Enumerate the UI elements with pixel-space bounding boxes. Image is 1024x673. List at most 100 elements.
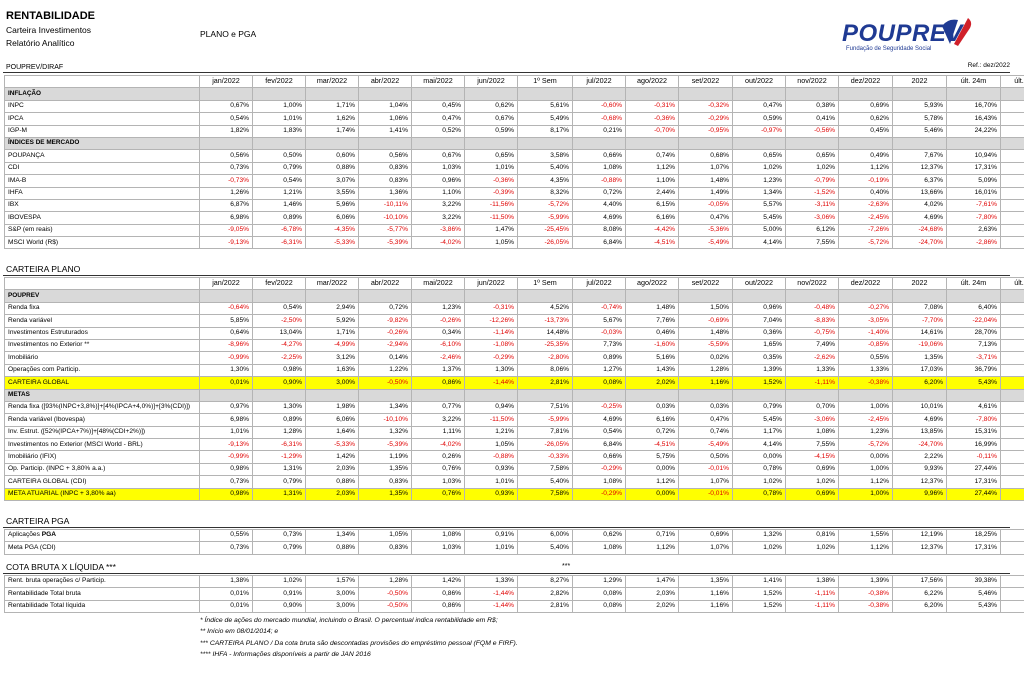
column-header: ago/2022 bbox=[625, 74, 679, 89]
value-cell: 7,55% bbox=[785, 236, 839, 250]
value-cell: -1,44% bbox=[464, 587, 518, 601]
value-cell: 5,46% bbox=[892, 124, 947, 138]
value-cell: 39,38% bbox=[946, 574, 1001, 589]
value-cell: -9,05% bbox=[199, 223, 253, 238]
value-cell: -11,50% bbox=[464, 211, 518, 225]
value-cell: -0,29% bbox=[464, 351, 518, 365]
value-cell: 22,37% bbox=[1000, 186, 1024, 200]
value-cell: 1,57% bbox=[305, 574, 359, 589]
value-cell: -3,06% bbox=[785, 211, 839, 225]
value-cell: 0,59% bbox=[732, 112, 786, 126]
row-label-bold: PGA bbox=[41, 531, 57, 539]
value-cell: 0,79% bbox=[252, 475, 306, 489]
value-cell: 1,06% bbox=[358, 112, 412, 126]
value-cell: 2,94% bbox=[305, 301, 359, 316]
row-label: CARTEIRA GLOBAL (CDI) bbox=[4, 475, 200, 489]
value-cell: -0,01% bbox=[678, 462, 733, 477]
value-cell: -0,75% bbox=[785, 326, 839, 340]
value-cell: 4,69% bbox=[572, 211, 626, 225]
value-cell: -2,45% bbox=[838, 413, 893, 427]
value-cell: 0,47% bbox=[732, 99, 786, 114]
column-header: fev/2022 bbox=[252, 276, 306, 291]
value-cell: 1,32% bbox=[732, 528, 786, 543]
row-label: CARTEIRA GLOBAL bbox=[4, 376, 200, 390]
value-cell: 1,71% bbox=[305, 326, 359, 340]
value-cell: 0,68% bbox=[678, 149, 733, 163]
value-cell: 4,14% bbox=[732, 236, 786, 250]
value-cell: 40,44% bbox=[1000, 487, 1024, 502]
value-cell: 1,23% bbox=[411, 301, 465, 316]
value-cell: 5,78% bbox=[892, 112, 947, 126]
value-cell: 0,89% bbox=[572, 351, 626, 365]
value-cell: 5,67% bbox=[572, 314, 626, 328]
value-cell: 1,07% bbox=[678, 541, 733, 555]
value-cell: -24,70% bbox=[892, 438, 947, 452]
table-row: INPC 0,67% 1,00% 1,71% 1,04% 0,45% 0,62% 5,61% -… bbox=[4, 99, 1024, 114]
value-cell: 8,17% bbox=[517, 124, 573, 138]
value-cell: 0,41% bbox=[785, 112, 839, 126]
value-cell: -0,29% bbox=[678, 112, 733, 126]
value-cell: 5,00% bbox=[732, 223, 786, 238]
value-cell: 0,67% bbox=[411, 149, 465, 163]
value-cell: 2,03% bbox=[305, 487, 359, 502]
value-cell: 17,31% bbox=[946, 161, 1001, 176]
section-cell bbox=[732, 87, 786, 101]
value-cell: 0,35% bbox=[732, 351, 786, 365]
value-cell: 1,02% bbox=[785, 541, 839, 555]
column-header: jun/2022 bbox=[464, 276, 518, 291]
column-header: jul/2022 bbox=[572, 74, 626, 89]
value-cell: 6,37% bbox=[892, 174, 947, 188]
section-cell bbox=[411, 136, 465, 151]
section-cell bbox=[625, 136, 679, 151]
value-cell: -9,13% bbox=[199, 438, 253, 452]
value-cell: -0,99% bbox=[199, 351, 253, 365]
value-cell: 1,03% bbox=[411, 541, 465, 555]
value-cell: -0,50% bbox=[358, 376, 412, 390]
value-cell: 3,00% bbox=[305, 587, 359, 601]
column-header: set/2022 bbox=[678, 276, 733, 291]
value-cell: 0,73% bbox=[199, 475, 253, 489]
value-cell: 21,69% bbox=[1000, 112, 1024, 126]
column-header: abr/2022 bbox=[358, 276, 412, 291]
value-cell: 1,07% bbox=[678, 475, 733, 489]
value-cell: 0,77% bbox=[411, 400, 465, 415]
value-cell: 0,01% bbox=[199, 376, 253, 390]
value-cell: -0,48% bbox=[785, 301, 839, 316]
table-row: Op. Particip. (INPC + 3,80% a.a.) 0,98% 1,… bbox=[4, 462, 1024, 477]
table-row: Inv. Estrut. ([52%(IPCA+7%)]+[48%(CDI+2%… bbox=[4, 425, 1024, 440]
section-cell bbox=[946, 289, 1001, 303]
value-cell: 0,86% bbox=[411, 587, 465, 601]
column-header: últ. 36m bbox=[1000, 276, 1024, 291]
value-cell: 7,13% bbox=[946, 338, 1001, 353]
section-title: INFLAÇÃO bbox=[4, 87, 200, 101]
value-cell: -17,32% bbox=[1000, 351, 1024, 365]
value-cell: 1,31% bbox=[252, 487, 306, 502]
value-cell: 1,01% bbox=[252, 112, 306, 126]
value-cell: 1,34% bbox=[358, 400, 412, 415]
value-cell: 0,89% bbox=[252, 211, 306, 225]
value-cell: 27,44% bbox=[946, 487, 1001, 502]
value-cell: 5,43% bbox=[946, 599, 1001, 614]
value-cell: 1,16% bbox=[678, 599, 733, 614]
value-cell: 1,08% bbox=[572, 475, 626, 489]
table-row: CDI 0,73% 0,79% 0,88% 0,83% 1,03% 1,01% 5,40% 1,… bbox=[4, 161, 1024, 176]
value-cell: 1,00% bbox=[838, 487, 893, 502]
footnotes: * Índice de ações do mercado mundial, in… bbox=[200, 615, 518, 660]
row-label: Investimentos no Exterior (MSCI World - … bbox=[4, 438, 200, 452]
section-cell bbox=[572, 136, 626, 151]
value-cell: 0,08% bbox=[572, 599, 626, 614]
value-cell: 10,01% bbox=[892, 400, 947, 415]
value-cell: 5,93% bbox=[892, 99, 947, 114]
value-cell: -3,86% bbox=[411, 223, 465, 238]
value-cell: 2,22% bbox=[892, 450, 947, 464]
value-cell: 1,00% bbox=[838, 400, 893, 415]
section-cell bbox=[305, 87, 359, 101]
value-cell: 0,74% bbox=[678, 425, 733, 440]
value-cell: 11,33% bbox=[1000, 301, 1024, 316]
column-header: mar/2022 bbox=[305, 74, 359, 89]
value-cell: 0,78% bbox=[732, 487, 786, 502]
value-cell: 1,12% bbox=[838, 475, 893, 489]
value-cell: 0,98% bbox=[199, 462, 253, 477]
column-header: jan/2022 bbox=[199, 276, 253, 291]
value-cell: 0,36% bbox=[732, 326, 786, 340]
